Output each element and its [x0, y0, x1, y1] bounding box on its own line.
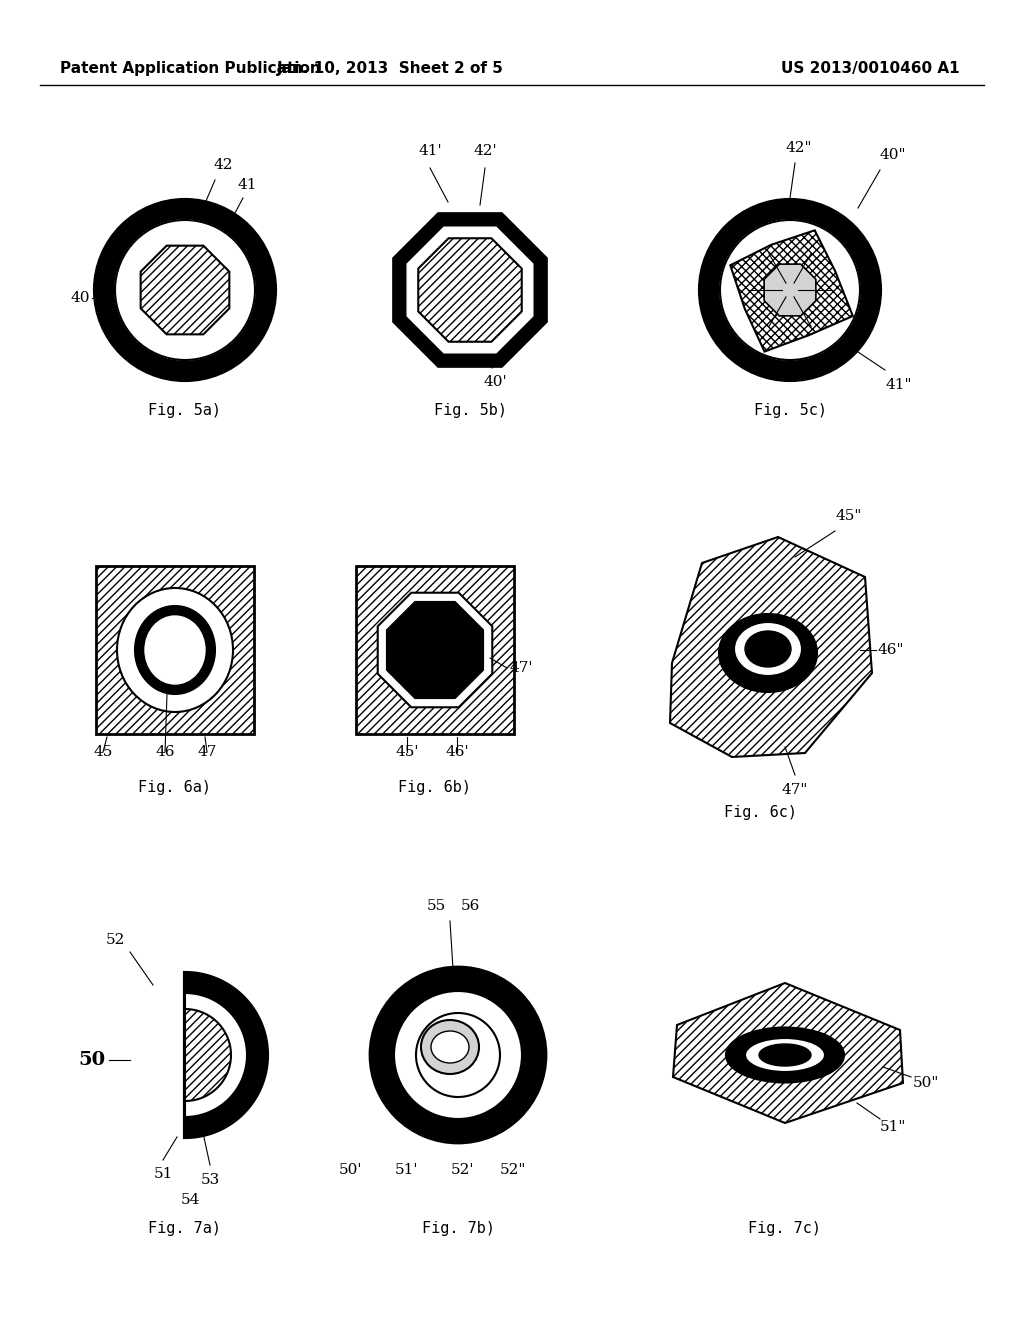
- Text: Fig. 6c): Fig. 6c): [724, 805, 797, 820]
- Circle shape: [720, 220, 860, 360]
- Text: 42': 42': [473, 144, 497, 158]
- Text: 45': 45': [395, 744, 419, 759]
- Text: 51": 51": [880, 1119, 906, 1134]
- Polygon shape: [185, 1008, 231, 1101]
- Ellipse shape: [759, 1044, 811, 1067]
- Polygon shape: [387, 602, 483, 698]
- Text: Fig. 7a): Fig. 7a): [148, 1221, 221, 1236]
- Circle shape: [115, 220, 255, 360]
- Ellipse shape: [431, 1031, 469, 1063]
- Ellipse shape: [145, 616, 205, 684]
- Text: Fig. 7b): Fig. 7b): [422, 1221, 495, 1236]
- Text: 56: 56: [461, 899, 479, 913]
- Circle shape: [95, 201, 275, 380]
- Text: 53: 53: [201, 1173, 219, 1187]
- Text: US 2013/0010460 A1: US 2013/0010460 A1: [780, 61, 959, 75]
- Polygon shape: [140, 246, 229, 334]
- Text: Fig. 7c): Fig. 7c): [749, 1221, 821, 1236]
- Wedge shape: [370, 968, 546, 1143]
- Ellipse shape: [745, 631, 791, 667]
- Text: 45": 45": [835, 510, 861, 523]
- Text: 41": 41": [885, 378, 911, 392]
- Text: 46": 46": [878, 643, 904, 657]
- Text: 46: 46: [156, 744, 175, 759]
- Text: 50': 50': [338, 1163, 361, 1177]
- Bar: [356, 566, 514, 734]
- Polygon shape: [418, 239, 522, 342]
- Ellipse shape: [135, 606, 215, 694]
- Ellipse shape: [734, 622, 802, 676]
- Circle shape: [700, 201, 880, 380]
- Text: 52': 52': [451, 1163, 474, 1177]
- Circle shape: [115, 220, 255, 360]
- Text: 52": 52": [500, 1163, 526, 1177]
- Text: 42: 42: [213, 158, 232, 172]
- Text: 42": 42": [785, 141, 811, 154]
- Polygon shape: [730, 230, 853, 351]
- Polygon shape: [185, 973, 267, 1137]
- Ellipse shape: [719, 614, 817, 692]
- Text: 51: 51: [154, 1167, 173, 1181]
- Wedge shape: [394, 991, 522, 1119]
- Text: 50: 50: [78, 1051, 105, 1069]
- Text: Patent Application Publication: Patent Application Publication: [60, 61, 321, 75]
- Text: 46': 46': [445, 744, 469, 759]
- Text: 50": 50": [913, 1076, 939, 1090]
- Text: 54: 54: [180, 1193, 200, 1206]
- Bar: [96, 566, 254, 734]
- Polygon shape: [378, 593, 493, 708]
- Text: Fig. 5b): Fig. 5b): [433, 403, 507, 418]
- Text: 41: 41: [237, 178, 256, 191]
- Text: 41': 41': [418, 144, 441, 158]
- Text: Fig. 6a): Fig. 6a): [138, 780, 212, 795]
- Polygon shape: [408, 227, 532, 352]
- Text: Fig. 6b): Fig. 6b): [398, 780, 471, 795]
- Text: 40': 40': [483, 375, 507, 389]
- Polygon shape: [394, 214, 546, 366]
- Ellipse shape: [745, 1038, 825, 1072]
- Polygon shape: [670, 537, 872, 756]
- Text: 40": 40": [880, 148, 906, 162]
- Ellipse shape: [726, 1027, 844, 1082]
- Text: 47: 47: [198, 744, 217, 759]
- Text: Fig. 5c): Fig. 5c): [754, 403, 826, 418]
- Text: 47': 47': [510, 661, 534, 675]
- Ellipse shape: [117, 587, 233, 711]
- Text: 40: 40: [71, 290, 90, 305]
- Polygon shape: [764, 264, 816, 315]
- Text: 47": 47": [781, 783, 808, 797]
- Text: Fig. 5a): Fig. 5a): [148, 403, 221, 418]
- Polygon shape: [185, 993, 247, 1117]
- Ellipse shape: [421, 1020, 479, 1074]
- Polygon shape: [673, 983, 903, 1123]
- Text: Jan. 10, 2013  Sheet 2 of 5: Jan. 10, 2013 Sheet 2 of 5: [276, 61, 504, 75]
- Text: 45: 45: [93, 744, 113, 759]
- Text: 52: 52: [105, 933, 125, 946]
- Text: 51': 51': [394, 1163, 418, 1177]
- Text: 55: 55: [426, 899, 445, 913]
